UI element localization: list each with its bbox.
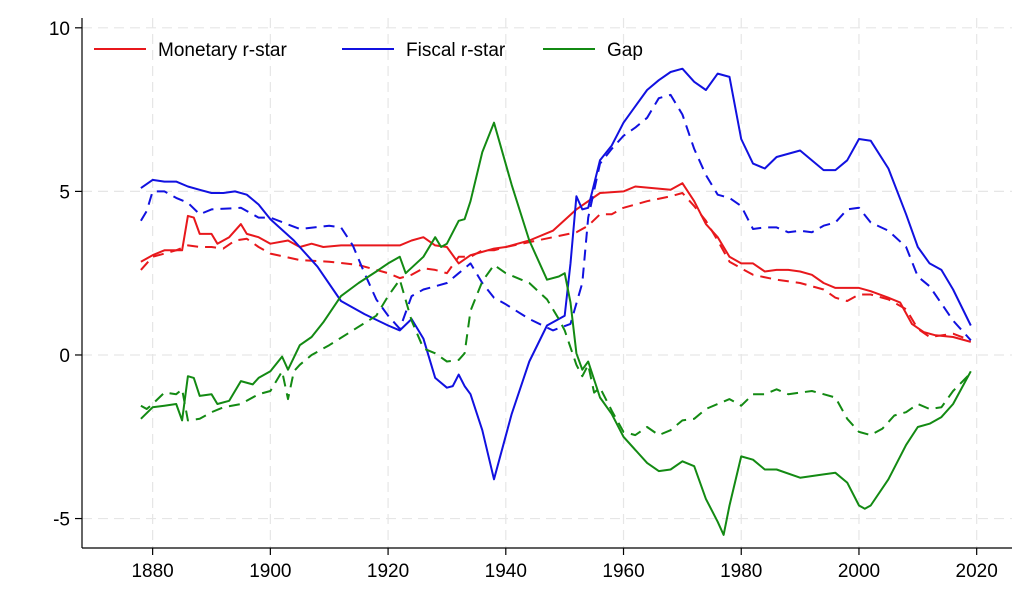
x-tick-label: 1880 xyxy=(131,561,173,582)
legend-label-fiscal: Fiscal r-star xyxy=(406,40,506,61)
y-tick-label: 5 xyxy=(59,182,70,203)
fiscal-rstar-dashed-line xyxy=(140,93,972,341)
x-tick-label: 2000 xyxy=(838,561,880,582)
y-tick-label: 10 xyxy=(49,19,70,40)
y-tick-label: 0 xyxy=(59,346,70,367)
gap-dashed-line xyxy=(140,264,972,437)
x-tick-label: 1980 xyxy=(720,561,762,582)
series-lines xyxy=(140,67,972,536)
axes xyxy=(81,18,1012,549)
gap-line xyxy=(140,121,972,536)
legend: Monetary r-star Fiscal r-star Gap xyxy=(94,40,643,61)
monetary-rstar-dashed-line xyxy=(140,192,972,342)
fiscal-rstar-line xyxy=(140,67,972,481)
x-tick-label: 1920 xyxy=(367,561,409,582)
y-tick-label: -5 xyxy=(53,510,70,531)
tick-labels: 1880 1900 1920 1940 1960 1980 2000 2020 -5 0 5 10 xyxy=(49,19,998,582)
legend-label-monetary: Monetary r-star xyxy=(158,40,287,61)
legend-label-gap: Gap xyxy=(607,40,643,61)
x-tick-label: 1900 xyxy=(249,561,291,582)
gridlines xyxy=(82,18,1012,548)
x-tick-label: 1960 xyxy=(602,561,644,582)
x-tick-label: 1940 xyxy=(485,561,527,582)
x-tick-label: 2020 xyxy=(956,561,998,582)
monetary-rstar-line xyxy=(140,182,972,343)
